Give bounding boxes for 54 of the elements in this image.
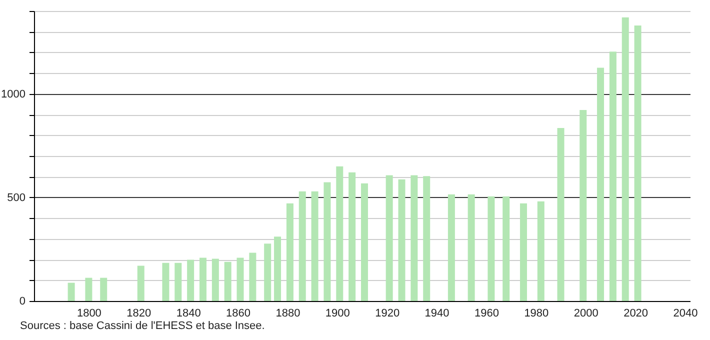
bar [622, 17, 629, 301]
bar [298, 191, 306, 301]
bar [264, 244, 272, 301]
x-tick-label: 1820 [126, 308, 152, 320]
x-tick-label: 2040 [673, 308, 698, 320]
bar [423, 176, 430, 301]
bar [597, 68, 604, 301]
bar [348, 172, 356, 301]
bar [360, 183, 368, 301]
bar [520, 203, 527, 301]
y-tick-label: 0 [19, 296, 26, 308]
bar [398, 179, 406, 301]
x-tick-label: 1800 [76, 308, 102, 320]
bar [537, 201, 544, 301]
bar [557, 128, 564, 301]
bar [336, 166, 344, 301]
y-tick-label: 1000 [1, 88, 26, 100]
x-tick-label: 2000 [574, 308, 598, 320]
bar [174, 262, 182, 301]
bar [502, 196, 510, 301]
bar [286, 203, 294, 301]
bar [68, 282, 75, 301]
bar [410, 175, 418, 301]
bar [162, 262, 170, 301]
bar [324, 182, 331, 301]
bar [249, 252, 256, 301]
bar [609, 52, 616, 301]
bar [311, 191, 318, 301]
bar [85, 278, 92, 301]
x-tick-label: 1940 [424, 308, 450, 320]
x-tick-label: 1840 [176, 308, 201, 320]
source-note: Sources : base Cassini de l'EHESS et base Insee. [20, 320, 265, 332]
x-tick-label: 1980 [524, 308, 549, 320]
bar [634, 26, 642, 301]
x-tick-label: 1900 [325, 308, 350, 320]
bar [236, 258, 244, 301]
x-tick-label: 1920 [375, 308, 400, 320]
bar [488, 196, 495, 301]
y-tick-label: 500 [7, 192, 26, 204]
x-tick-label: 1860 [226, 308, 251, 320]
x-tick-label: 1880 [276, 308, 300, 320]
bar [199, 258, 206, 301]
bar [468, 194, 475, 301]
bar [386, 175, 393, 301]
bar [212, 258, 219, 301]
x-tick-label: 1960 [474, 308, 499, 320]
bar [580, 110, 587, 301]
bar [137, 266, 144, 301]
x-tick-label: 2020 [624, 308, 648, 320]
bar [224, 262, 232, 301]
bar [448, 194, 455, 301]
bar [187, 260, 194, 301]
bar [100, 278, 108, 301]
bar [274, 236, 282, 301]
